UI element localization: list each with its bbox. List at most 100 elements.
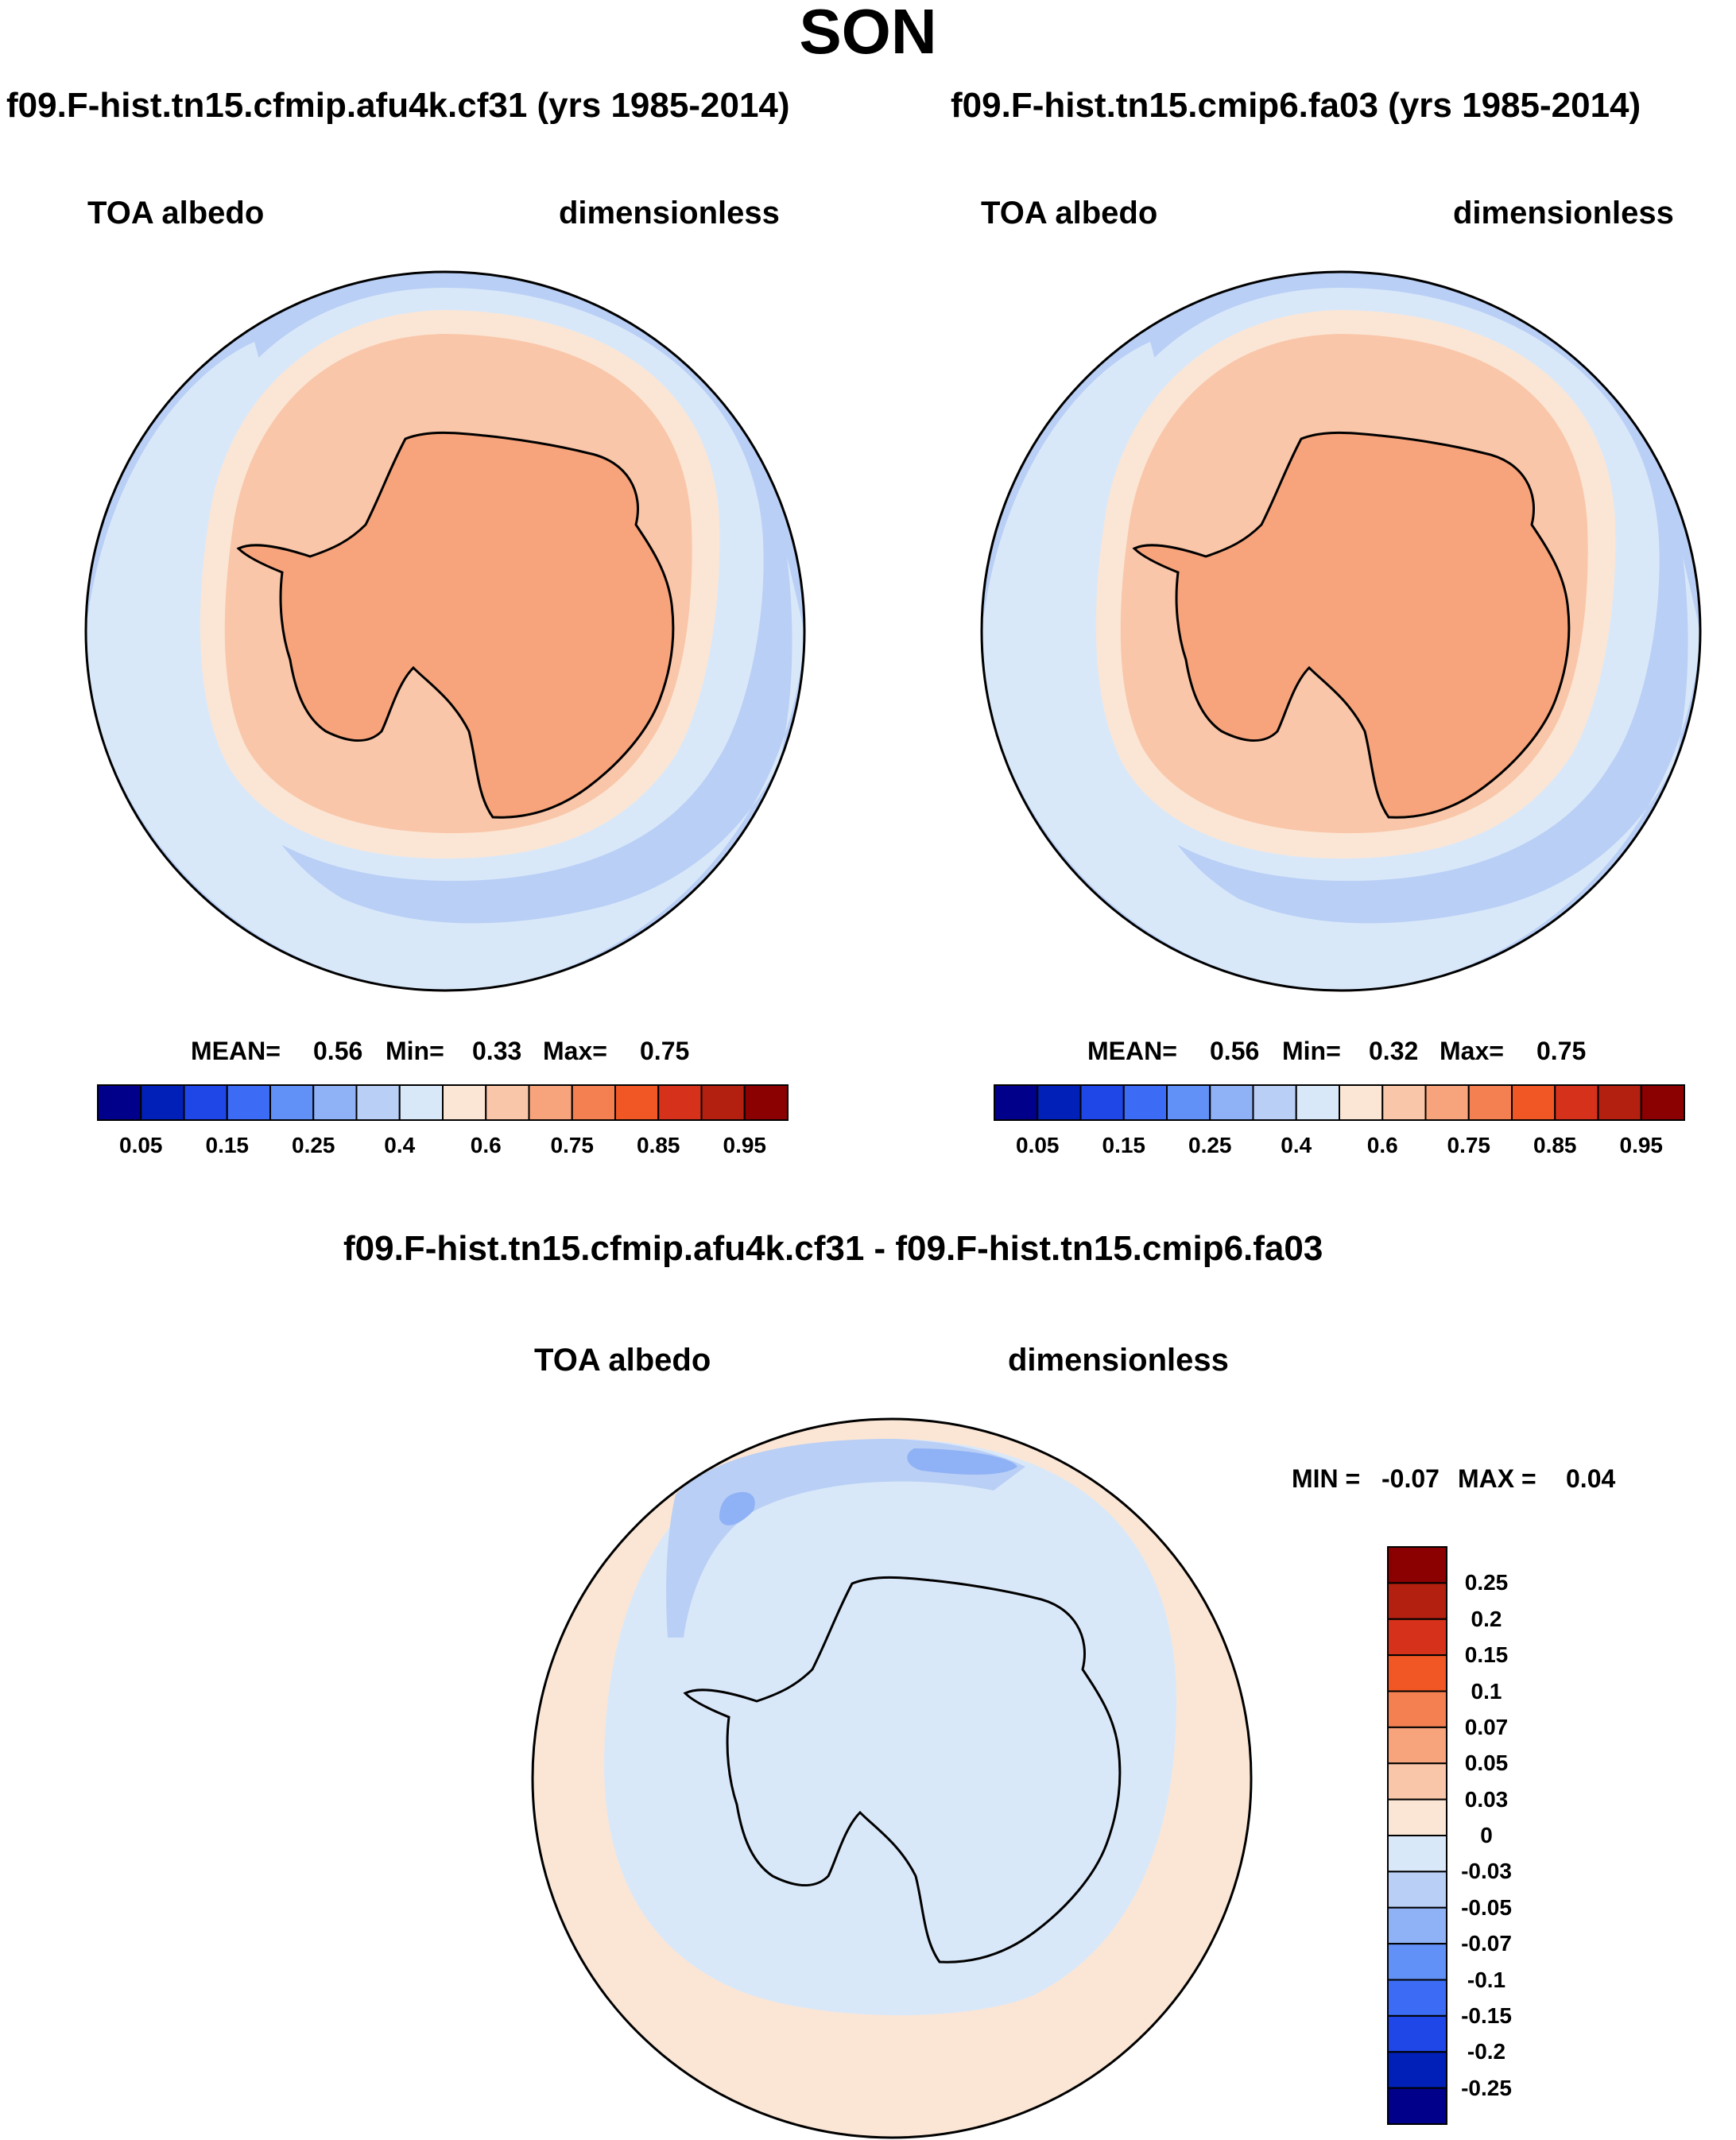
diff-colorbar-swatch-10 (1387, 1906, 1447, 1945)
diff-colorbar-swatch-4 (1387, 1690, 1447, 1728)
diff-colorbar-tick-label: 0.05 (1464, 1750, 1509, 1776)
panel1-colorbar (97, 1084, 789, 1121)
panel2-colorbar-tick-label: 0.15 (1102, 1133, 1146, 1157)
panel2-min-label: Min= (1282, 1037, 1341, 1065)
panel1-max-label: Max= (543, 1037, 607, 1065)
diff-colorbar-tick-label: -0.07 (1461, 1931, 1512, 1956)
panel2-colorbar-swatch-10 (1424, 1084, 1470, 1121)
panel1-colorbar-tick-label: 0.15 (205, 1133, 250, 1157)
panel1-colorbar-tick-label: 0.05 (119, 1133, 163, 1157)
panel2-map-border (980, 270, 1702, 992)
diff-colorbar-tick-label: -0.25 (1461, 2075, 1512, 2100)
panel1-map-border (84, 270, 806, 992)
diff-colorbar-tick-label: -0.05 (1461, 1894, 1512, 1920)
panel1-mean-value: 0.56 (313, 1037, 363, 1065)
diff-colorbar-tick-label: 0.07 (1464, 1714, 1509, 1739)
panel1-variable: TOA albedo (87, 196, 265, 231)
panel2-title: f09.F-hist.tn15.cmip6.fa03 (yrs 1985-201… (951, 86, 1641, 125)
diff-antarctica (683, 1576, 1122, 1964)
panel1-antarctica (236, 431, 675, 819)
diff-colorbar-tick-label: 0.15 (1464, 1642, 1509, 1668)
diff-colorbar-tick-label: 0.25 (1464, 1570, 1509, 1595)
diff-colorbar-swatch-5 (1387, 1726, 1447, 1765)
panel1-colorbar-tick-label: 0.95 (723, 1133, 767, 1157)
panel2-colorbar-swatch-15 (1640, 1084, 1685, 1121)
diff-colorbar-swatch-3 (1387, 1654, 1447, 1692)
diff-colorbar-tick-label: -0.03 (1461, 1859, 1512, 1884)
diff-colorbar-swatch-6 (1387, 1762, 1447, 1801)
panel1-units: dimensionless (559, 196, 780, 231)
panel2-mean-label: MEAN= (1087, 1037, 1177, 1065)
panel2-colorbar-tick-label: 0.85 (1533, 1133, 1577, 1157)
panel1-colorbar-swatch-4 (269, 1084, 315, 1121)
diff-max-label: MAX = (1458, 1464, 1536, 1493)
panel2-colorbar-swatch-8 (1339, 1084, 1384, 1121)
panel1-mean-label: MEAN= (191, 1037, 281, 1065)
panel2-colorbar-tick-label: 0.95 (1619, 1133, 1664, 1157)
diff-min-patch (907, 1448, 1017, 1475)
panel1-colorbar-swatch-1 (140, 1084, 185, 1121)
panel2-max-value: 0.75 (1536, 1037, 1587, 1065)
panel1-colorbar-swatch-15 (743, 1084, 789, 1121)
diff-colorbar-tick-label: 0.1 (1471, 1678, 1502, 1704)
panel2-colorbar-swatch-4 (1166, 1084, 1211, 1121)
diff-colorbar-tick-label: 0.2 (1471, 1606, 1502, 1631)
panel2-colorbar-tick-label: 0.25 (1188, 1133, 1232, 1157)
diff-map-border (531, 1417, 1253, 2139)
diff-colorbar-tick-label: -0.2 (1467, 2039, 1506, 2064)
diff-min-label: MIN = (1292, 1464, 1361, 1493)
panel2-colorbar-tick-label: 0.4 (1281, 1133, 1312, 1157)
panel1-title: f09.F-hist.tn15.cfmip.afu4k.cf31 (yrs 19… (6, 86, 790, 125)
diff-min-patch-2 (719, 1491, 755, 1526)
panel2-colorbar-swatch-6 (1252, 1084, 1297, 1121)
panel2-variable: TOA albedo (981, 196, 1158, 231)
diff-colorbar-swatch-12 (1387, 1979, 1447, 2017)
diff-colorbar-swatch-2 (1387, 1618, 1447, 1657)
diff-units: dimensionless (1008, 1343, 1229, 1378)
panel2-antarctica (1132, 431, 1571, 819)
panel2-colorbar (994, 1084, 1685, 1121)
panel1-colorbar-swatch-9 (485, 1084, 530, 1121)
panel1-colorbar-tick-label: 0.85 (637, 1133, 680, 1157)
diff-colorbar-tick-label: -0.15 (1461, 2002, 1512, 2028)
diff-colorbar-swatch-0 (1387, 1546, 1447, 1584)
diff-colorbar-swatch-8 (1387, 1835, 1447, 1873)
panel1-colorbar-tick-label: 0.75 (550, 1133, 595, 1157)
panel1-colorbar-swatch-2 (183, 1084, 228, 1121)
panel2-units: dimensionless (1453, 196, 1674, 231)
diff-blue-band (666, 1439, 1025, 1638)
panel2-colorbar-swatch-1 (1037, 1084, 1082, 1121)
diff-title: f09.F-hist.tn15.cfmip.afu4k.cf31 - f09.F… (343, 1229, 1323, 1268)
panel2-colorbar-swatch-11 (1467, 1084, 1513, 1121)
panel1-colorbar-tick-label: 0.6 (470, 1133, 502, 1157)
diff-colorbar-swatch-11 (1387, 1943, 1447, 1981)
diff-colorbar-tick-label: -0.1 (1467, 1967, 1506, 1992)
diff-colorbar-swatch-15 (1387, 2087, 1447, 2125)
panel2-colorbar-swatch-0 (994, 1084, 1039, 1121)
page-title: SON (799, 0, 937, 67)
panel2-colorbar-tick-label: 0.05 (1016, 1133, 1060, 1157)
diff-colorbar-swatch-13 (1387, 2014, 1447, 2053)
panel2-colorbar-swatch-13 (1554, 1084, 1599, 1121)
panel1-colorbar-swatch-0 (97, 1084, 142, 1121)
panel2-colorbar-swatch-3 (1122, 1084, 1168, 1121)
diff-max-value: 0.04 (1566, 1464, 1616, 1493)
panel2-max-label: Max= (1440, 1037, 1504, 1065)
diff-colorbar-swatch-14 (1387, 2051, 1447, 2089)
panel1-max-value: 0.75 (640, 1037, 690, 1065)
panel1-colorbar-swatch-8 (442, 1084, 487, 1121)
panel1-colorbar-tick-label: 0.25 (292, 1133, 335, 1157)
diff-colorbar-tick-label: 0.03 (1464, 1786, 1509, 1812)
panel1-colorbar-swatch-3 (226, 1084, 271, 1121)
diff-colorbar-swatch-9 (1387, 1871, 1447, 1909)
diff-colorbar-swatch-1 (1387, 1582, 1447, 1620)
diff-colorbar-tick-label: 0 (1480, 1823, 1493, 1847)
panel1-min-value: 0.33 (472, 1037, 522, 1065)
panel1-colorbar-swatch-5 (312, 1084, 358, 1121)
diff-variable: TOA albedo (534, 1343, 711, 1378)
diff-colorbar-swatch-7 (1387, 1798, 1447, 1836)
panel1-colorbar-swatch-14 (700, 1084, 746, 1121)
panel2-mean-value: 0.56 (1210, 1037, 1260, 1065)
